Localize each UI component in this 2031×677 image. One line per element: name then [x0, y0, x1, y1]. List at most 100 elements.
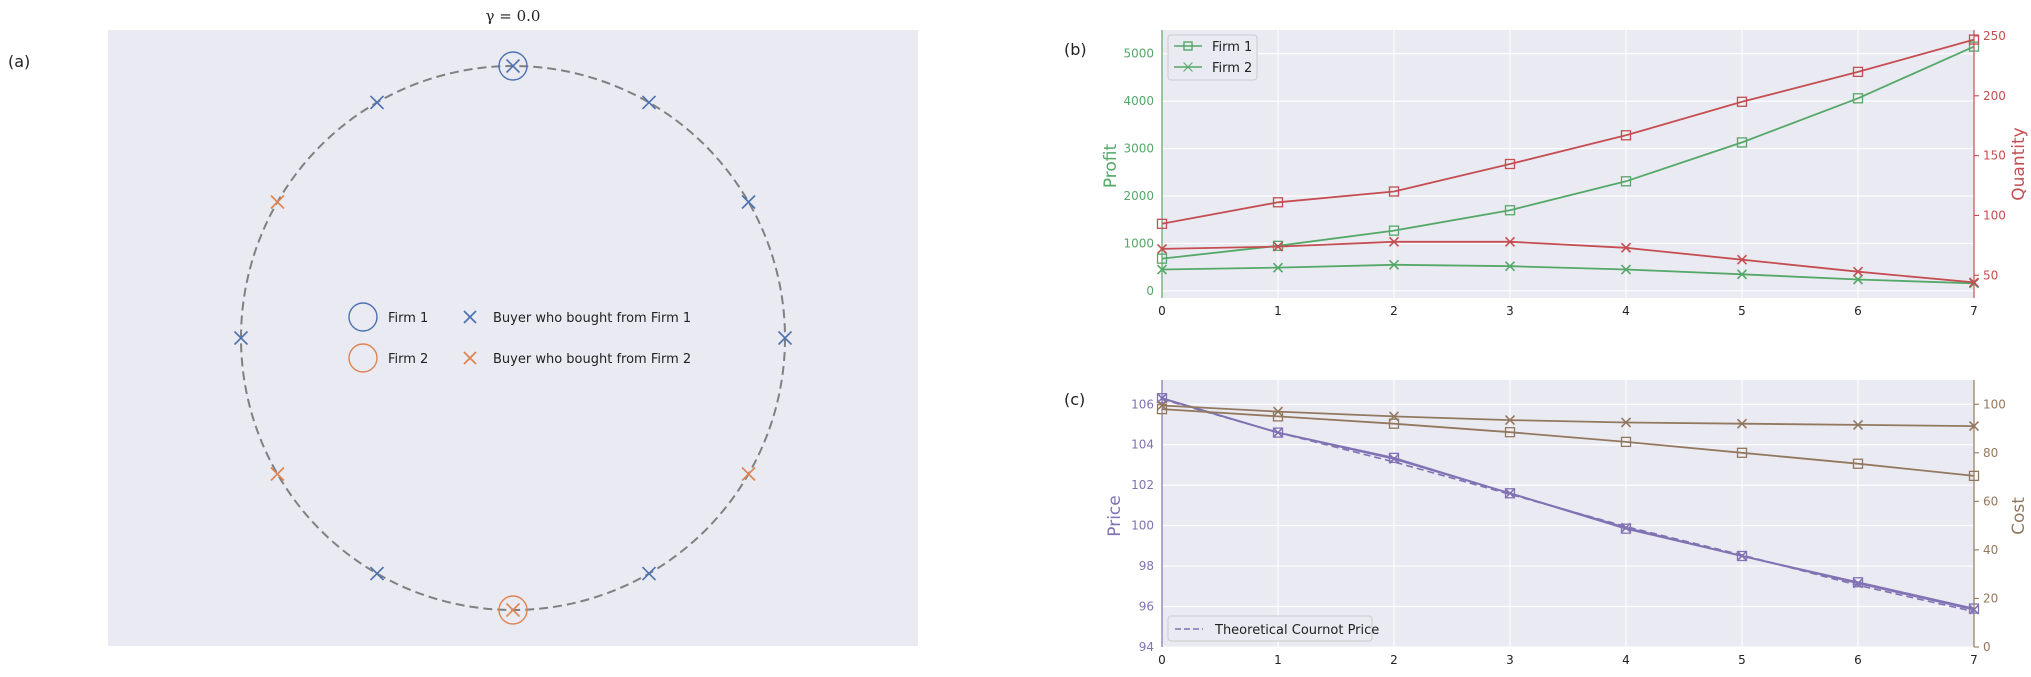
data-point-square	[1156, 393, 1168, 404]
buyer-marker	[641, 566, 657, 581]
buyer-marker-stroke	[233, 330, 249, 346]
data-point-x	[1156, 264, 1168, 275]
data-point-x-stroke	[1736, 418, 1748, 429]
data-point-square	[1736, 137, 1748, 148]
right-tick-label: 150	[1983, 149, 2006, 163]
data-point-x	[1736, 550, 1748, 562]
price-legend-box	[1167, 615, 1373, 642]
buyer-marker-stroke	[641, 566, 657, 581]
data-point-x	[1272, 427, 1284, 438]
data-point-x	[1620, 522, 1632, 533]
buyer-marker	[505, 58, 521, 74]
x-tick-label: 5	[1738, 304, 1746, 318]
data-point-x	[1852, 419, 1864, 430]
buyer-marker-stroke	[505, 58, 521, 74]
left-tick-label: 1000	[1123, 236, 1154, 250]
profit-axis-label: Profit	[1101, 143, 1121, 188]
legend-cournot-text: Theoretical Cournot Price	[1214, 623, 1379, 638]
data-point-x	[1504, 488, 1516, 499]
x-tick-label: 4	[1622, 304, 1630, 318]
data-point-square	[1272, 427, 1284, 438]
left-tick-label: 102	[1131, 478, 1154, 492]
data-point-x	[1388, 411, 1400, 422]
x-tick-label: 3	[1506, 304, 1514, 318]
data-point-x-stroke	[1156, 393, 1168, 404]
buyer-marker	[741, 194, 756, 210]
firm-marker	[498, 595, 528, 625]
data-point-x-stroke	[1736, 269, 1748, 280]
data-point-square	[1388, 418, 1400, 429]
profit-plot-area	[1162, 30, 1974, 298]
circle-markers	[233, 51, 793, 625]
data-point-x-stroke	[1504, 488, 1516, 499]
price-series	[1156, 393, 1980, 615]
data-point-x-stroke	[1968, 604, 1980, 615]
left-tick-label: 5000	[1123, 47, 1154, 61]
data-point-x-stroke	[1272, 241, 1284, 252]
right-tick-label: 200	[1983, 89, 2006, 103]
data-point-x-stroke	[1736, 550, 1748, 562]
data-point-x-stroke	[1272, 262, 1284, 273]
data-point-x-stroke	[1852, 274, 1864, 285]
data-point-square	[1504, 205, 1516, 216]
data-point-x	[1968, 421, 1980, 432]
buyer-marker-stroke	[741, 194, 756, 210]
legend-firm2-label: Firm 2	[388, 352, 428, 367]
buyer-marker	[270, 194, 285, 210]
x-tick-label: 6	[1854, 304, 1862, 318]
buyer-marker-stroke	[777, 330, 793, 346]
data-point-square	[1968, 34, 1980, 45]
data-point-x-stroke	[1388, 259, 1400, 270]
right-tick-label: 80	[1983, 446, 1998, 460]
data-point-square	[1736, 96, 1748, 107]
data-point-x	[1504, 414, 1516, 426]
legend-buyer1-label: Buyer who bought from Firm 1	[493, 311, 691, 326]
legend-firm1-label: Firm 1	[388, 311, 428, 326]
data-point-x	[1504, 261, 1516, 272]
panel-label-a: (a)	[8, 52, 30, 71]
series-line	[1161, 263, 1975, 285]
x-tick-label: 7	[1970, 304, 1978, 318]
data-point-x	[1968, 277, 1980, 288]
firm-marker	[498, 51, 528, 81]
data-point-x	[1620, 417, 1632, 428]
left-tick-label: 106	[1131, 397, 1154, 411]
data-point-x	[1272, 406, 1284, 417]
data-point-square	[1620, 436, 1632, 448]
right-tick-label: 250	[1983, 29, 2006, 43]
data-point-x-stroke	[1852, 419, 1864, 430]
profit-axis-ticks: 0 1000 2000 3000 4000 5000 50 100 150 200 250 0 1 2 3 4…	[1123, 29, 2005, 318]
x-tick-label: 2	[1390, 304, 1398, 318]
left-tick-label: 94	[1139, 640, 1154, 654]
data-point-square	[1852, 66, 1864, 78]
series-line	[1161, 404, 1975, 427]
data-point-x	[1504, 236, 1516, 247]
legend-firm1-marker	[348, 302, 378, 332]
buyer-marker	[233, 330, 249, 346]
buyer-marker-stroke	[270, 194, 285, 210]
data-point-x-stroke	[1968, 421, 1980, 432]
data-point-square	[1852, 458, 1864, 469]
x-tick-label: 4	[1622, 653, 1630, 667]
data-point-x-stroke	[1156, 243, 1168, 255]
legend-firm1-text: Firm 1	[1212, 40, 1252, 55]
legend-firm1-square	[1183, 41, 1193, 51]
right-tick-label: 0	[1983, 640, 1991, 654]
buyer-marker-stroke	[505, 602, 521, 618]
right-tick-label: 50	[1983, 268, 1998, 282]
circle-plot-area	[108, 30, 918, 646]
price-axis-ticks: 94 96 98 100 102 104 106 0 20 40 60 80 100 0 1 2 3 4 5 6 7	[1131, 397, 2006, 667]
series-line	[1161, 408, 1975, 477]
right-tick-label: 100	[1983, 208, 2006, 222]
data-point-x-stroke	[1620, 264, 1632, 275]
data-point-x-stroke	[1272, 406, 1284, 417]
data-point-square	[1156, 218, 1168, 229]
x-tick-label: 0	[1158, 653, 1166, 667]
left-tick-label: 96	[1139, 600, 1154, 614]
panel-label-c: (c)	[1064, 390, 1085, 409]
data-point-square	[1504, 427, 1516, 438]
buyer-marker	[641, 95, 657, 110]
series-line	[1161, 398, 1975, 613]
data-point-x	[1156, 393, 1168, 404]
data-point-square	[1852, 93, 1864, 104]
